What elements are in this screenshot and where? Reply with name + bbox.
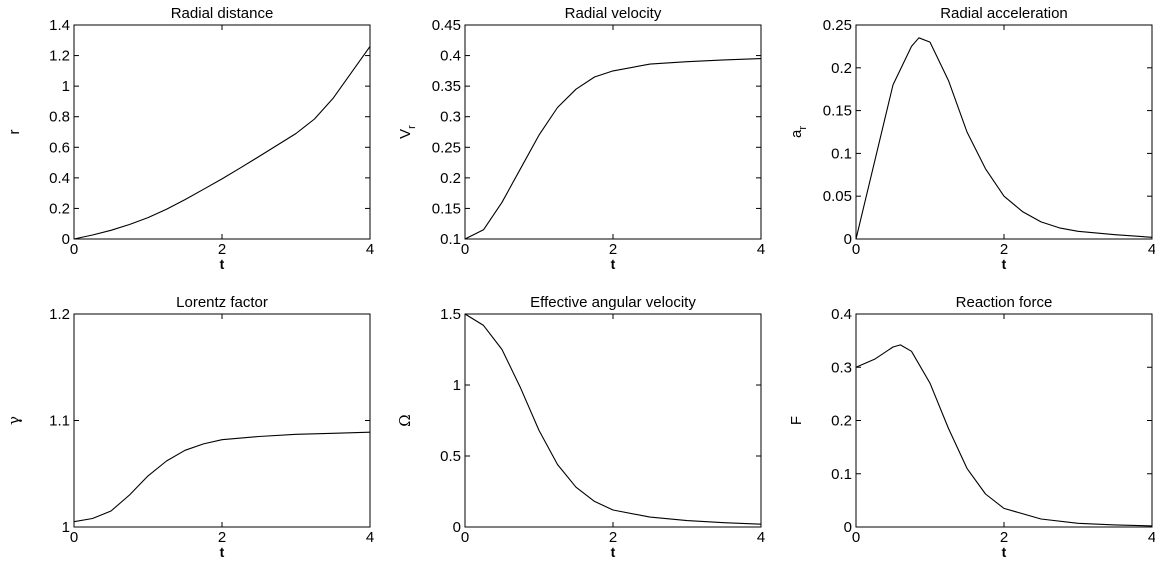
x-tick-label: 0 [852, 241, 860, 258]
series-line-1 [855, 344, 1153, 527]
y-tick-label: 1.2 [49, 306, 70, 323]
x-axis-label: t [611, 256, 616, 272]
y-tick-label: 1.4 [49, 17, 70, 34]
y-tick-label: 1 [62, 78, 70, 95]
series-line-1 [73, 46, 371, 240]
x-axis-label: t [1002, 256, 1007, 272]
x-axis-label: t [611, 544, 616, 560]
x-tick-label: 2 [609, 529, 617, 546]
x-tick-label: 0 [461, 241, 469, 258]
subplot-3: Radial acceleration 0 2 4 0 0.05 0.1 0.15 0.2 0.2… [788, 5, 1155, 272]
y-tick-label: 1 [453, 377, 461, 394]
y-tick-label: 0 [844, 231, 852, 248]
y-tick-label: 0 [453, 519, 461, 536]
y-tick-label: 0.4 [831, 306, 852, 323]
axes-frame [464, 24, 762, 240]
x-axis-label: t [220, 256, 225, 272]
subplot-title: Radial acceleration [940, 5, 1068, 22]
y-axis-label: Ω [396, 414, 414, 426]
subplot-title: Radial velocity [565, 5, 662, 22]
subplot-title: Lorentz factor [176, 294, 268, 311]
y-tick-label: 0.2 [440, 170, 461, 187]
y-tick-label: 1.1 [49, 413, 70, 430]
y-tick-label: 0.3 [440, 109, 461, 126]
x-tick-label: 2 [1000, 241, 1008, 258]
series-line-1 [464, 58, 762, 240]
x-axis-label: t [220, 544, 225, 560]
x-tick-label: 0 [461, 529, 469, 546]
subplot-4: Lorentz factor 0 2 4 1 1.1 1.2 t γ [5, 294, 374, 560]
y-tick-label: 0.2 [831, 413, 852, 430]
x-axis-label: t [1002, 544, 1007, 560]
y-axis-label: γ [5, 416, 23, 425]
axes-frame [464, 313, 762, 528]
y-tick-label: 0.3 [831, 359, 852, 376]
x-tick-label: 4 [366, 529, 374, 546]
subplot-title: Effective angular velocity [530, 294, 696, 311]
y-tick-label: 0.45 [432, 17, 461, 34]
y-tick-label: 0.2 [831, 60, 852, 77]
x-tick-label: 4 [1148, 529, 1155, 546]
subplot-6: Reaction force 0 2 4 0 0.1 0.2 0.3 0.4 t F [788, 294, 1155, 560]
series-line-1 [855, 37, 1153, 240]
y-tick-label: 0.4 [49, 170, 70, 187]
y-tick-label: 0.25 [432, 139, 461, 156]
y-axis-label: ar [788, 126, 809, 138]
x-tick-label: 4 [1148, 241, 1155, 258]
y-tick-label: 0.8 [49, 109, 70, 126]
x-tick-label: 0 [70, 241, 78, 258]
y-tick-label: 0.25 [823, 17, 852, 34]
y-axis-label: Vr [397, 125, 418, 139]
y-tick-label: 0.1 [831, 145, 852, 162]
y-tick-label: 1 [62, 519, 70, 536]
y-tick-label: 0.2 [49, 200, 70, 217]
x-tick-label: 4 [366, 241, 374, 258]
series-line-1 [464, 313, 762, 525]
x-tick-label: 0 [852, 529, 860, 546]
y-tick-label: 0.15 [823, 103, 852, 120]
y-axis-label: F [788, 416, 805, 425]
y-tick-label: 0.4 [440, 48, 461, 65]
x-tick-label: 2 [609, 241, 617, 258]
axes-frame [73, 24, 371, 240]
y-tick-label: 0 [844, 519, 852, 536]
x-tick-label: 0 [70, 529, 78, 546]
x-tick-label: 2 [218, 529, 226, 546]
axes-frame [855, 24, 1153, 240]
subplot-1: Radial distance 0 2 4 0 0.2 0.4 0.6 0.8 1 1.2 1.4 t r [6, 5, 374, 272]
y-tick-label: 0.5 [440, 448, 461, 465]
y-tick-label: 0.1 [440, 231, 461, 248]
axes-frame [855, 313, 1153, 528]
y-tick-label: 0.15 [432, 200, 461, 217]
y-tick-label: 1.5 [440, 306, 461, 323]
y-tick-label: 0.05 [823, 188, 852, 205]
subplot-5: Effective angular velocity 0 2 4 0 0.5 1 1.5 t Ω [396, 294, 765, 560]
y-tick-label: 0.1 [831, 466, 852, 483]
subplot-2: Radial velocity 0 2 4 0.1 0.15 0.2 0.25 0.3 0.35 0… [397, 5, 765, 272]
y-tick-label: 1.2 [49, 48, 70, 65]
series-line-1 [73, 431, 371, 523]
x-tick-label: 4 [757, 529, 765, 546]
y-tick-label: 0.35 [432, 78, 461, 95]
subplot-title: Radial distance [171, 5, 274, 22]
y-axis-label: r [6, 130, 23, 135]
subplot-title: Reaction force [956, 294, 1053, 311]
x-tick-label: 4 [757, 241, 765, 258]
y-tick-label: 0.6 [49, 139, 70, 156]
x-tick-label: 2 [218, 241, 226, 258]
y-tick-label: 0 [62, 231, 70, 248]
axes-frame [73, 313, 371, 528]
x-tick-label: 2 [1000, 529, 1008, 546]
